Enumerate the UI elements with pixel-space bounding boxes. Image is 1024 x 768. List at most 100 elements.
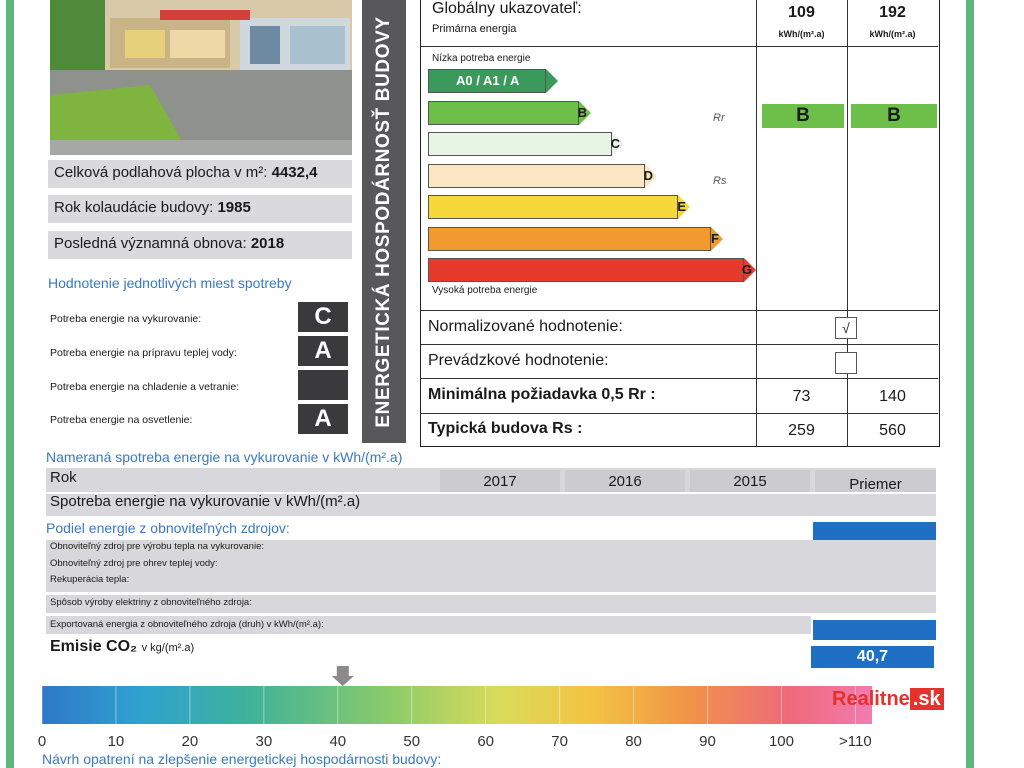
co2-scale-tick: 20 — [182, 733, 199, 750]
class-arrow-label: C — [610, 136, 620, 151]
consumption-item-class: A — [298, 336, 348, 366]
consumption-points-title: Hodnotenie jednotlivých miest spotreby — [48, 275, 292, 291]
floor-area-row: Celková podlahová plocha v m²: 4432,4 — [48, 160, 352, 188]
year-label: 2016 — [608, 473, 642, 490]
class-box-2: B — [851, 104, 937, 128]
class-arrow-f: F — [428, 226, 723, 251]
normalized-rating-checkbox[interactable]: √ — [835, 317, 857, 339]
co2-scale-tick: 90 — [699, 733, 716, 750]
rs-marker-label: Rs — [713, 175, 727, 187]
co2-scale-tick: 70 — [551, 733, 568, 750]
approval-row: Rok kolaudácie budovy: 1985 — [48, 195, 352, 223]
approval-value: 1985 — [217, 199, 251, 216]
measured-consumption-row — [46, 494, 936, 516]
global-unit-2: kWh/(m².a) — [869, 29, 916, 39]
year-label: Priemer — [849, 476, 902, 493]
co2-scale-tick: 10 — [108, 733, 125, 750]
year-label: 2017 — [483, 473, 517, 490]
class-arrow-label: D — [643, 167, 653, 183]
year-label: 2015 — [733, 473, 767, 490]
watermark-logo: Realitne .sk — [832, 688, 944, 711]
measured-title: Nameraná spotreba energie na vykurovanie… — [46, 449, 403, 465]
co2-label: Emisie CO₂ — [50, 638, 138, 655]
co2-value: 40,7 — [856, 648, 889, 665]
table-divider — [421, 413, 938, 414]
consumption-item-class — [298, 370, 348, 400]
table-divider — [421, 378, 938, 379]
consumption-item-label: Potreba energie na vykurovanie: — [50, 313, 202, 325]
vertical-title: ENERGETICKÁ HOSPODÁRNOSŤ BUDOVY — [373, 15, 394, 428]
table-divider — [421, 310, 938, 311]
renewable-item: Exportovaná energia z obnoviteľného zdro… — [50, 619, 324, 630]
global-indicator-subtitle: Primárna energia — [432, 23, 517, 35]
class-arrow-e: E — [428, 195, 690, 219]
renewable-share-cell — [813, 522, 936, 544]
co2-unit: v kg/(m².a) — [141, 642, 195, 654]
table-divider — [421, 344, 938, 345]
class-box-1: B — [762, 104, 844, 128]
class-arrow-b: B — [428, 100, 591, 125]
co2-row: Emisie CO₂ v kg/(m².a) — [50, 638, 194, 656]
year-cell — [565, 470, 685, 492]
co2-scale-tick: 80 — [625, 733, 642, 750]
rr-marker-label: Rr — [713, 112, 725, 124]
year-cell — [440, 470, 560, 492]
year-cell — [815, 470, 936, 492]
renewable-export-row — [46, 616, 811, 634]
table-divider — [847, 0, 848, 446]
consumption-item-label: Potreba energie na prípravu teplej vody: — [50, 347, 237, 359]
left-border — [6, 0, 14, 768]
class-arrow-label: A0 / A1 / A — [456, 73, 520, 88]
typical-building-value-2: 560 — [879, 422, 906, 439]
co2-scale-tick: 50 — [403, 733, 420, 750]
class-arrow-label: G — [741, 262, 752, 277]
typical-building-value-1: 259 — [788, 422, 815, 439]
class-arrow-d: D — [428, 163, 657, 188]
operational-rating-checkbox[interactable] — [835, 352, 857, 374]
floor-area-value: 4432,4 — [271, 164, 318, 181]
renovation-row: Posledná významná obnova: 2018 — [48, 231, 352, 259]
measured-year-label: Rok — [50, 469, 77, 486]
normalized-rating-label: Normalizované hodnotenie: — [428, 318, 623, 335]
co2-scale-tick: 100 — [769, 733, 794, 750]
co2-scale: 0 10 20 30 40 50 60 70 80 90 100 >110 — [38, 666, 872, 750]
consumption-item-label: Potreba energie na osvetlenie: — [50, 414, 193, 426]
minimum-requirement-value-2: 140 — [879, 388, 906, 405]
floor-area-label: Celková podlahová plocha v m²: — [54, 164, 268, 181]
table-divider — [421, 46, 938, 47]
watermark-part2: .sk — [909, 688, 944, 710]
class-arrow-g: G — [428, 258, 756, 282]
low-demand-label: Nízka potreba energie — [432, 53, 531, 64]
export-value-cell — [813, 620, 936, 640]
global-value-1: 109 — [788, 4, 815, 21]
watermark-part1: Realitne — [832, 688, 910, 710]
co2-value-cell: 40,7 — [811, 646, 934, 668]
global-unit-1: kWh/(m².a) — [778, 29, 825, 39]
year-cell — [690, 470, 810, 492]
footer-note: Návrh opatrení na zlepšenie energetickej… — [42, 751, 442, 767]
co2-scale-tick: >110 — [839, 733, 872, 750]
global-value-2: 192 — [879, 4, 906, 21]
minimum-requirement-label: Minimálna požiadavka 0,5 Rr : — [428, 386, 656, 403]
renewable-title: Podiel energie z obnoviteľných zdrojov: — [46, 520, 290, 536]
building-photo — [50, 0, 352, 155]
renovation-value: 2018 — [250, 235, 285, 252]
renewable-item: Obnoviteľný zdroj pre ohrev teplej vody: — [50, 558, 218, 569]
class-arrow-label: B — [577, 104, 587, 120]
co2-scale-tick: 40 — [329, 733, 346, 750]
class-arrow-label: F — [711, 230, 719, 246]
renewable-item: Spôsob výroby elektriny z obnoviteľného … — [50, 597, 252, 608]
class-arrow-a: A0 / A1 / A — [428, 69, 558, 93]
global-indicator-title: Globálny ukazovateľ: — [432, 0, 582, 17]
renewable-electricity-row — [46, 595, 936, 613]
consumption-item-class: A — [298, 404, 348, 434]
right-border — [966, 0, 974, 768]
co2-scale-bar — [42, 686, 872, 724]
minimum-requirement-value-1: 73 — [792, 388, 811, 405]
high-demand-label: Vysoká potreba energie — [432, 285, 538, 296]
class-arrow-label: E — [677, 199, 686, 214]
vertical-title-band: ENERGETICKÁ HOSPODÁRNOSŤ BUDOVY — [362, 0, 406, 443]
renovation-label: Posledná významná obnova: — [54, 235, 247, 252]
consumption-item-label: Potreba energie na chladenie a vetranie: — [50, 381, 240, 393]
class-arrow-c: C — [428, 132, 624, 156]
